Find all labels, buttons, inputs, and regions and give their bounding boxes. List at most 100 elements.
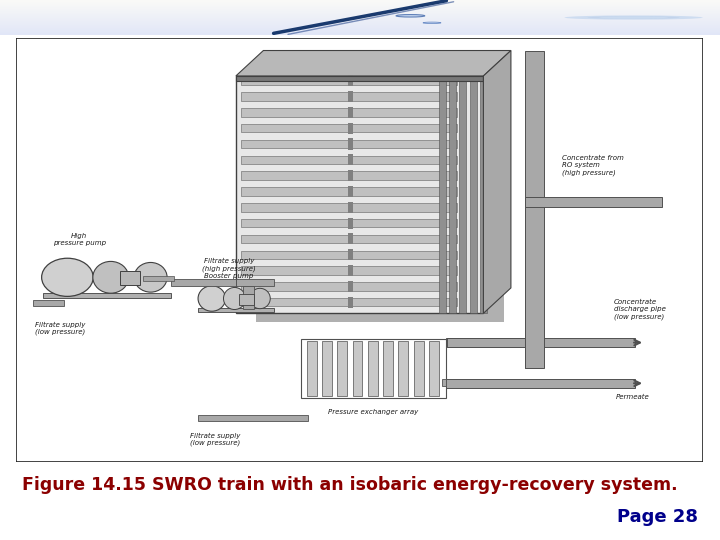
Bar [241,219,348,227]
Text: Permeate: Permeate [616,394,649,400]
Bar [429,341,438,396]
Bar [348,75,354,86]
FancyBboxPatch shape [16,38,703,462]
Bar [348,154,354,165]
Ellipse shape [42,258,93,296]
Text: Filtrate supply
(low pressure): Filtrate supply (low pressure) [35,322,86,335]
Text: Filtrate supply
(high pressure): Filtrate supply (high pressure) [202,258,256,272]
Bar [351,171,456,180]
Bar [241,187,348,195]
Bar [241,171,348,180]
Bar [351,124,456,132]
Bar [525,199,542,368]
Bar [120,271,140,285]
Ellipse shape [250,288,270,309]
Bar [348,170,354,181]
Ellipse shape [423,22,441,24]
Ellipse shape [396,15,425,17]
Bar [348,186,354,197]
Bar [301,339,446,398]
Text: Concentrate
discharge pipe
(low pressure): Concentrate discharge pipe (low pressure… [614,299,666,320]
Bar [243,286,253,309]
Bar [348,107,354,118]
Text: Booster pump: Booster pump [204,273,253,279]
Bar [447,338,525,347]
Bar [348,91,354,102]
Bar [239,294,254,305]
Bar [348,202,354,213]
Bar [241,282,348,291]
Bar [383,341,393,396]
Bar [353,341,362,396]
Ellipse shape [588,16,680,19]
Polygon shape [483,51,511,313]
Bar [414,341,423,396]
Text: Filtrate supply
(low pressure): Filtrate supply (low pressure) [190,433,240,447]
Text: Concentrate from
RO system
(high pressure): Concentrate from RO system (high pressur… [562,155,624,176]
Bar [241,251,348,259]
Bar [241,108,348,117]
Bar [525,51,544,368]
Polygon shape [236,51,511,76]
Bar [241,156,348,164]
Bar [351,235,456,243]
Bar [446,338,635,347]
Bar [241,77,348,85]
Bar [442,379,446,386]
Text: Pressure exchanger array: Pressure exchanger array [328,409,418,415]
Bar [348,265,354,276]
Bar [351,108,456,117]
Bar [337,341,347,396]
Bar [351,298,456,307]
Bar [351,187,456,195]
Bar [198,308,274,313]
Bar [171,279,236,286]
Bar [348,281,354,292]
Bar [351,219,456,227]
Bar [449,76,456,313]
Ellipse shape [599,17,668,18]
Bar [198,415,308,421]
Bar [351,203,456,212]
Bar [446,379,635,388]
Bar [351,251,456,259]
Bar [241,203,348,212]
Bar [525,197,662,207]
Bar [43,293,171,299]
Ellipse shape [198,286,225,311]
Bar [351,156,456,164]
Bar [256,84,504,322]
Bar [438,76,446,313]
Ellipse shape [564,16,703,19]
Bar [480,76,487,313]
Bar [33,300,64,306]
Bar [236,76,483,313]
Bar [368,341,378,396]
Bar [236,279,274,286]
Bar [307,341,317,396]
Ellipse shape [223,287,246,309]
Bar [241,266,348,275]
Bar [351,77,456,85]
Bar [348,249,354,260]
Bar [351,140,456,149]
Bar [241,124,348,132]
Text: Figure 14.15 SWRO train with an isobaric energy-recovery system.: Figure 14.15 SWRO train with an isobaric… [22,476,678,494]
Bar [241,92,348,101]
Bar [351,282,456,291]
Bar [351,92,456,101]
Bar [241,298,348,307]
Bar [241,235,348,243]
Bar [348,123,354,134]
Text: Page 28: Page 28 [618,508,698,526]
Ellipse shape [134,262,167,292]
Bar [322,341,332,396]
Bar [469,76,477,313]
Bar [348,297,354,308]
Bar [351,266,456,275]
Bar [398,341,408,396]
Bar [143,275,174,281]
Bar [236,76,483,81]
Bar [241,140,348,149]
Bar [348,138,354,150]
